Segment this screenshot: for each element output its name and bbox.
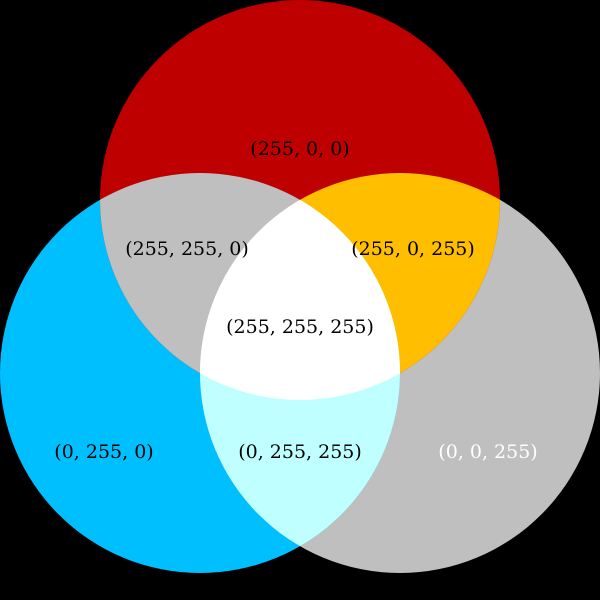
label-top-left: (255, 255, 0) [125,238,249,260]
label-top-only: (255, 0, 0) [250,138,349,160]
label-right-only: (0, 0, 255) [438,441,537,463]
label-top-right: (255, 0, 255) [351,238,475,260]
center-overlap [200,173,400,400]
label-left-only: (0, 255, 0) [54,441,153,463]
label-center: (255, 255, 255) [226,316,374,338]
label-left-right: (0, 255, 255) [238,441,362,463]
